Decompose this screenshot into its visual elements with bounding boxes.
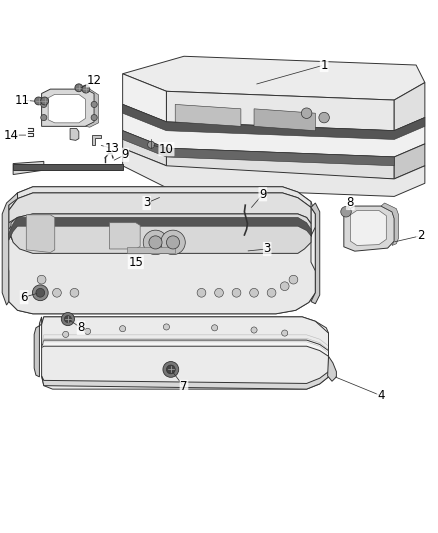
- Polygon shape: [166, 91, 394, 131]
- Polygon shape: [85, 89, 99, 127]
- Text: 6: 6: [20, 290, 28, 304]
- Polygon shape: [127, 247, 175, 253]
- Polygon shape: [7, 207, 315, 314]
- Polygon shape: [48, 94, 85, 123]
- Polygon shape: [9, 219, 311, 248]
- Polygon shape: [11, 214, 311, 253]
- Circle shape: [85, 328, 91, 334]
- Polygon shape: [394, 83, 425, 131]
- Polygon shape: [175, 104, 241, 126]
- Text: 15: 15: [128, 256, 143, 269]
- Polygon shape: [166, 148, 394, 166]
- Text: 12: 12: [87, 74, 102, 87]
- Polygon shape: [42, 340, 328, 356]
- Circle shape: [91, 101, 97, 108]
- Circle shape: [64, 316, 71, 322]
- Circle shape: [70, 288, 79, 297]
- Circle shape: [91, 115, 97, 120]
- Polygon shape: [9, 187, 311, 211]
- Polygon shape: [42, 89, 94, 126]
- Circle shape: [166, 365, 175, 374]
- Circle shape: [319, 112, 329, 123]
- Circle shape: [149, 236, 162, 249]
- Circle shape: [148, 141, 155, 148]
- Circle shape: [35, 97, 42, 105]
- Polygon shape: [13, 161, 44, 174]
- Polygon shape: [42, 317, 328, 389]
- Circle shape: [163, 361, 179, 377]
- Text: 8: 8: [78, 321, 85, 334]
- Circle shape: [250, 288, 258, 297]
- Circle shape: [120, 326, 126, 332]
- Polygon shape: [123, 74, 166, 122]
- Circle shape: [41, 115, 47, 120]
- Circle shape: [212, 325, 218, 331]
- Text: 3: 3: [143, 197, 150, 209]
- Text: 2: 2: [417, 229, 424, 243]
- Circle shape: [32, 285, 48, 301]
- Text: 11: 11: [14, 94, 29, 107]
- Circle shape: [37, 275, 46, 284]
- Circle shape: [232, 288, 241, 297]
- Circle shape: [197, 288, 206, 297]
- Polygon shape: [2, 193, 18, 305]
- Circle shape: [82, 85, 90, 93]
- Polygon shape: [254, 109, 315, 131]
- Polygon shape: [70, 128, 79, 140]
- Polygon shape: [110, 223, 140, 249]
- Circle shape: [143, 230, 168, 255]
- Text: 3: 3: [264, 243, 271, 255]
- Circle shape: [41, 97, 49, 105]
- Circle shape: [280, 282, 289, 290]
- Polygon shape: [92, 135, 101, 145]
- Circle shape: [37, 288, 46, 297]
- Circle shape: [41, 101, 47, 108]
- Circle shape: [251, 327, 257, 333]
- Polygon shape: [26, 215, 55, 253]
- Circle shape: [267, 288, 276, 297]
- Text: 8: 8: [347, 197, 354, 209]
- Polygon shape: [123, 131, 166, 166]
- Polygon shape: [42, 317, 328, 333]
- Polygon shape: [328, 356, 336, 381]
- Text: 10: 10: [159, 143, 174, 156]
- Polygon shape: [13, 164, 123, 170]
- Circle shape: [163, 324, 170, 330]
- Circle shape: [215, 288, 223, 297]
- Polygon shape: [166, 148, 394, 179]
- Polygon shape: [123, 104, 425, 140]
- Text: 4: 4: [377, 389, 385, 402]
- Circle shape: [161, 230, 185, 255]
- Circle shape: [166, 236, 180, 249]
- Polygon shape: [7, 187, 315, 314]
- Polygon shape: [381, 203, 399, 246]
- Circle shape: [341, 206, 351, 217]
- Circle shape: [282, 330, 288, 336]
- Text: 14: 14: [4, 128, 18, 142]
- Polygon shape: [311, 203, 320, 304]
- Circle shape: [289, 275, 298, 284]
- Circle shape: [36, 288, 45, 297]
- Circle shape: [61, 312, 74, 326]
- Circle shape: [75, 84, 83, 92]
- Polygon shape: [9, 193, 311, 223]
- Polygon shape: [123, 56, 425, 100]
- Polygon shape: [34, 317, 42, 377]
- Polygon shape: [9, 217, 311, 240]
- Polygon shape: [123, 104, 425, 157]
- Text: 1: 1: [320, 59, 328, 71]
- Circle shape: [53, 288, 61, 297]
- Polygon shape: [394, 144, 425, 179]
- Polygon shape: [123, 131, 166, 157]
- Circle shape: [301, 108, 312, 118]
- Polygon shape: [344, 206, 394, 251]
- Text: 9: 9: [259, 188, 267, 201]
- Circle shape: [63, 332, 69, 337]
- Text: 7: 7: [180, 381, 188, 393]
- Polygon shape: [123, 148, 425, 197]
- Polygon shape: [350, 211, 386, 246]
- Text: 9: 9: [121, 148, 129, 161]
- Text: 13: 13: [104, 142, 119, 155]
- Polygon shape: [42, 372, 328, 389]
